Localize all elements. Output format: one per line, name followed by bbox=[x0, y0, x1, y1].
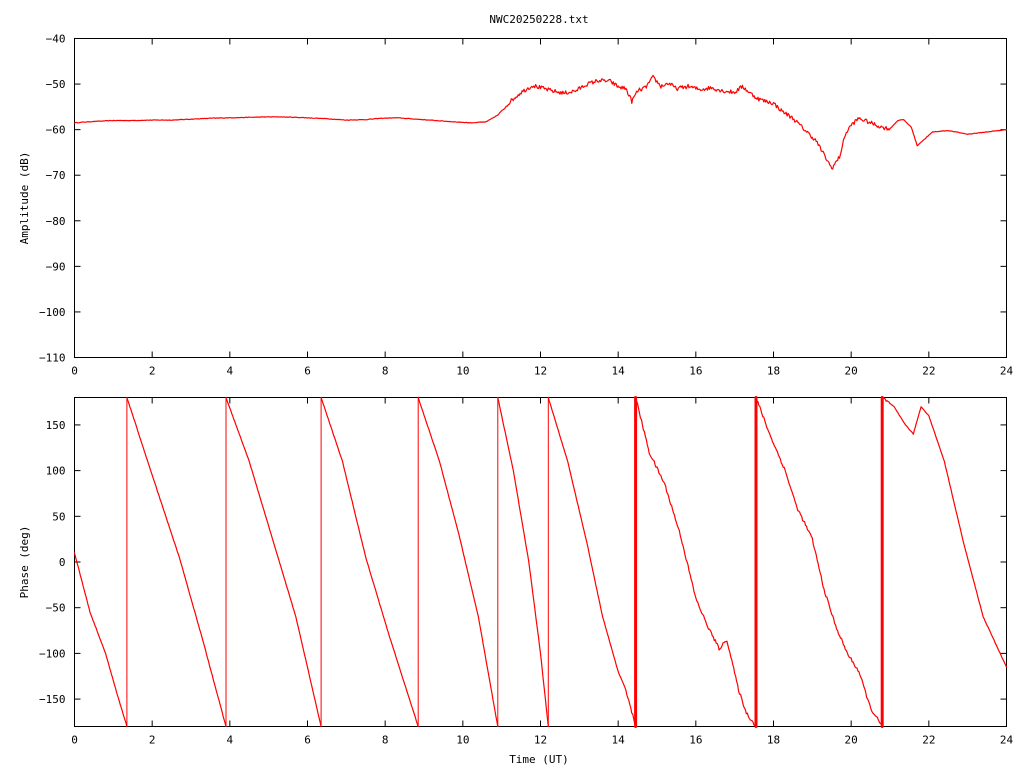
phase-x-tick-label: 12 bbox=[534, 734, 547, 747]
amplitude-traces bbox=[73, 74, 1008, 170]
phase-x-tick-label: 6 bbox=[304, 734, 311, 747]
phase-trace-line bbox=[881, 396, 1008, 668]
phase-trace-line bbox=[73, 552, 128, 728]
phase-trace-line bbox=[417, 396, 499, 728]
amplitude-y-ticks: −110 −100 −90 −80 −70 −60 −50 −40 bbox=[39, 33, 1007, 365]
phase-y-tick-label: −100 bbox=[39, 647, 66, 660]
phase-trace-line bbox=[320, 396, 419, 728]
amplitude-x-tick-label: 0 bbox=[71, 365, 78, 378]
phase-y-ticks: −150 −100 −50 0 50 100 150 bbox=[39, 419, 1007, 706]
phase-y-axis-label: Phase (deg) bbox=[18, 526, 31, 599]
amplitude-chart: −110−100−90−80−70−60−50−40 0 2 4 6 8 10 12 14 16… bbox=[18, 33, 1013, 378]
phase-x-ticks: 0 2 4 6 8 10 12 14 16 18 20 22 24 bbox=[71, 397, 1014, 747]
phase-x-tick-label: 24 bbox=[1000, 734, 1014, 747]
phase-x-tick-label: 22 bbox=[922, 734, 935, 747]
amplitude-y-tick-label: −110 bbox=[39, 352, 66, 365]
amplitude-y-tick-label: −90 bbox=[46, 260, 66, 273]
phase-trace-line bbox=[755, 396, 883, 728]
amplitude-x-tick-label: 6 bbox=[304, 365, 311, 378]
phase-trace-line bbox=[634, 398, 757, 728]
phase-x-tick-label: 20 bbox=[845, 734, 858, 747]
amplitude-x-tick-label: 12 bbox=[534, 365, 547, 378]
phase-x-tick-label: 0 bbox=[71, 734, 78, 747]
amplitude-x-tick-label: 20 bbox=[845, 365, 858, 378]
phase-y-tick-label: −50 bbox=[46, 602, 66, 615]
amplitude-x-tick-label: 2 bbox=[149, 365, 156, 378]
amplitude-x-tick-label: 10 bbox=[456, 365, 469, 378]
phase-trace-line bbox=[126, 396, 227, 728]
amplitude-x-tick-label: 14 bbox=[612, 365, 626, 378]
amplitude-y-tick-label: −80 bbox=[46, 215, 66, 228]
phase-y-tick-label: −150 bbox=[39, 693, 66, 706]
phase-x-tick-label: 14 bbox=[612, 734, 626, 747]
amplitude-x-tick-label: 4 bbox=[227, 365, 234, 378]
phase-x-tick-label: 10 bbox=[456, 734, 469, 747]
phase-x-tick-label: 18 bbox=[767, 734, 780, 747]
amplitude-y-tick-label: −50 bbox=[46, 78, 66, 91]
amplitude-x-ticks: 0 2 4 6 8 10 12 14 16 18 20 22 24 bbox=[71, 38, 1014, 378]
amplitude-y-tick-label: −70 bbox=[46, 169, 66, 182]
phase-x-tick-label: 8 bbox=[382, 734, 389, 747]
chart-title: NWC20250228.txt bbox=[489, 13, 588, 26]
amplitude-x-tick-label: 18 bbox=[767, 365, 780, 378]
phase-trace-line bbox=[497, 397, 549, 728]
phase-trace-line bbox=[547, 396, 637, 728]
phase-x-tick-label: 16 bbox=[689, 734, 702, 747]
amplitude-plot-frame bbox=[74, 38, 1007, 358]
phase-x-tick-label: 4 bbox=[227, 734, 234, 747]
phase-y-tick-label: 150 bbox=[46, 419, 66, 432]
phase-x-tick-label: 2 bbox=[149, 734, 156, 747]
phase-plot-frame bbox=[74, 397, 1007, 727]
amplitude-x-tick-label: 22 bbox=[922, 365, 935, 378]
amplitude-y-tick-label: −60 bbox=[46, 124, 66, 137]
phase-x-axis-label: Time (UT) bbox=[509, 753, 569, 766]
phase-y-tick-label: 50 bbox=[52, 510, 65, 523]
phase-y-tick-label: 100 bbox=[46, 465, 66, 478]
amplitude-trace-line bbox=[73, 74, 1008, 170]
amplitude-x-tick-label: 16 bbox=[689, 365, 702, 378]
amplitude-y-axis-label: Amplitude (dB) bbox=[18, 152, 31, 245]
amplitude-x-tick-label: 8 bbox=[382, 365, 389, 378]
amplitude-y-tick-label: −100 bbox=[39, 306, 66, 319]
phase-y-tick-label: 0 bbox=[59, 556, 66, 569]
phase-traces bbox=[73, 396, 1008, 728]
amplitude-x-tick-label: 24 bbox=[1000, 365, 1014, 378]
phase-trace-line bbox=[225, 397, 322, 728]
amplitude-y-tick-label: −40 bbox=[46, 33, 66, 46]
